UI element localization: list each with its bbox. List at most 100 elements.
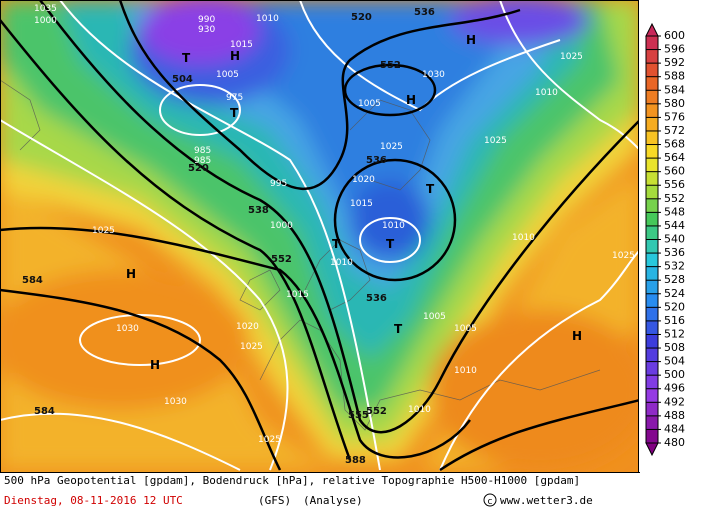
colorbar-tick-label: 508 — [664, 341, 685, 354]
colorbar-swatch — [646, 361, 658, 376]
isobar-label: 1010 — [256, 14, 279, 24]
colorbar-tick-label: 556 — [664, 178, 685, 191]
isobar-label: 1010 — [408, 405, 431, 415]
geopotential-contours — [0, 0, 638, 472]
colorbar-tick-label: 548 — [664, 205, 685, 218]
colorbar-swatch — [646, 280, 658, 294]
contour-label: 584 — [34, 406, 55, 417]
isobar-label: 1015 — [230, 40, 253, 50]
isobar-label: 1025 — [380, 142, 403, 152]
colorbar-swatch — [646, 348, 658, 362]
isobar-label: 1005 — [454, 324, 477, 334]
colorbar-swatch — [646, 198, 658, 213]
colorbar-swatch — [646, 49, 658, 64]
isobar-label: 1015 — [350, 199, 373, 209]
footer-title: 500 hPa Geopotential [gpdam], Bodendruck… — [4, 474, 580, 487]
colorbar-swatch — [646, 266, 658, 281]
colorbar-swatch — [646, 402, 658, 416]
colorbar-tick-label: 576 — [664, 110, 685, 123]
colorbar-swatch — [646, 320, 658, 335]
colorbar-swatch — [646, 388, 658, 403]
contour-label: 538 — [248, 205, 269, 216]
high-marker: H — [150, 358, 160, 372]
colorbar: 6005965925885845805765725685645605565525… — [645, 22, 685, 457]
colorbar-swatch — [646, 375, 658, 389]
copyright-c: c — [488, 497, 493, 507]
colorbar-tick-label: 484 — [664, 422, 685, 435]
colorbar-bottom-arrow — [645, 442, 659, 457]
isobar-label: 1010 — [512, 233, 535, 243]
isobar-label: 1025 — [560, 52, 583, 62]
isobar-label: 1005 — [423, 312, 446, 322]
colorbar-tick-label: 588 — [664, 70, 685, 83]
isobar-label: 930 — [198, 25, 215, 35]
low-marker: T — [332, 237, 341, 251]
isobar-label: 1015 — [286, 290, 309, 300]
low-marker: T — [182, 51, 191, 65]
isobar-label: 1025 — [484, 136, 507, 146]
copyright-icon — [483, 493, 497, 507]
isobar-label: 1000 — [270, 221, 293, 231]
contour-label: 584 — [22, 275, 43, 286]
colorbar-tick-label: 600 — [664, 29, 685, 42]
colorbar-tick-label: 520 — [664, 300, 685, 313]
colorbar-swatch — [646, 36, 658, 50]
high-marker: H — [230, 49, 240, 63]
low-marker: T — [230, 106, 239, 120]
low-marker: T — [394, 322, 403, 336]
colorbar-tick-label: 536 — [664, 246, 685, 259]
colorbar-swatch — [646, 90, 658, 104]
contour-label: 520 — [188, 163, 209, 174]
isobar-label: 1010 — [535, 88, 558, 98]
contour-label: 588 — [345, 455, 366, 466]
contour-label: 552 — [380, 60, 401, 71]
colorbar-tick-label: 568 — [664, 138, 685, 151]
pressure-isobars — [0, 0, 638, 471]
contour-label: 536 — [366, 155, 387, 166]
colorbar-swatch — [646, 103, 658, 118]
low-marker: T — [426, 182, 435, 196]
colorbar-tick-label: 480 — [664, 436, 685, 449]
colorbar-top-arrow — [645, 22, 659, 37]
map-labels: 1035 1000 990 930 T 504 H 1010 1015 1005… — [22, 4, 635, 466]
colorbar-tick-label: 552 — [664, 192, 685, 205]
colorbar-swatch — [646, 171, 658, 186]
high-marker: H — [572, 329, 582, 343]
isobar-label: 1030 — [116, 324, 139, 334]
isobar-label: 1010 — [330, 258, 353, 268]
colorbar-tick-label: 540 — [664, 233, 685, 246]
isobar-label: 985 — [194, 146, 211, 156]
colorbar-tick-label: 504 — [664, 355, 685, 368]
contour-label: 520 — [351, 12, 372, 23]
colorbar-tick-label: 592 — [664, 56, 685, 69]
isobar-label: 1025 — [92, 226, 115, 236]
colorbar-swatch — [646, 253, 658, 267]
colorbar-tick-label: 572 — [664, 124, 685, 137]
contour-label: 555 — [348, 410, 369, 421]
colorbar-swatch — [646, 76, 658, 91]
colorbar-swatch — [646, 63, 658, 77]
colorbar-tick-label: 496 — [664, 382, 685, 395]
colorbar-tick-label: 492 — [664, 395, 685, 408]
footer-model: (GFS) — [258, 494, 291, 507]
colorbar-tick-label: 500 — [664, 368, 685, 381]
footer-credit: www.wetter3.de — [500, 494, 593, 507]
contour-label: 552 — [271, 254, 292, 265]
colorbar-swatch — [646, 334, 658, 349]
isobar-label: 1030 — [164, 397, 187, 407]
contour-label: 536 — [366, 293, 387, 304]
colorbar-tick-label: 580 — [664, 97, 685, 110]
colorbar-tick-label: 564 — [664, 151, 685, 164]
colorbar-frame — [645, 35, 659, 444]
colorbar-swatch — [646, 117, 658, 131]
colorbar-swatch — [646, 293, 658, 308]
colorbar-tick-label: 528 — [664, 273, 685, 286]
contour-label: 536 — [414, 7, 435, 18]
colorbar-tick-label: 560 — [664, 165, 685, 178]
colorbar-swatch — [646, 144, 658, 159]
colorbar-swatch — [646, 185, 658, 199]
colorbar-tick-label: 488 — [664, 409, 685, 422]
low-marker: T — [386, 237, 395, 251]
colorbar-tick-label: 516 — [664, 314, 685, 327]
